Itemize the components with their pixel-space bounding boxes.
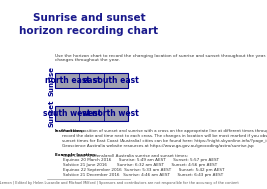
Text: north east: north east	[45, 76, 89, 85]
FancyBboxPatch shape	[55, 106, 128, 121]
Text: east: east	[82, 76, 101, 85]
Text: south east: south east	[93, 76, 139, 85]
Text: Authors Pauline Woolley and Sue Lemon | Edited by Helen Lucardie and Michael Mil: Authors Pauline Woolley and Sue Lemon | …	[0, 180, 238, 184]
Text: Sunset: Sunset	[49, 99, 55, 127]
Text: Instructions:: Instructions:	[55, 129, 85, 133]
Text: Sunrise and sunset
horizon recording chart: Sunrise and sunset horizon recording cha…	[19, 13, 159, 36]
Text: north west: north west	[92, 109, 139, 118]
Text: Gold Coast (Queensland) Australia sunrise and sunset times:
Equinox 20 March 201: Gold Coast (Queensland) Australia sunris…	[63, 153, 224, 177]
Text: Use the horizon chart to record the changing location of sunrise and sunset thro: Use the horizon chart to record the chan…	[55, 53, 267, 62]
Text: Sunrise: Sunrise	[49, 66, 55, 95]
Text: south west: south west	[43, 109, 91, 118]
FancyBboxPatch shape	[55, 73, 128, 88]
Text: west: west	[81, 109, 102, 118]
Text: Example location:: Example location:	[55, 153, 97, 157]
Text: Mark the position of sunset and sunrise with a cross on the appropriate line at : Mark the position of sunset and sunrise …	[62, 129, 267, 148]
